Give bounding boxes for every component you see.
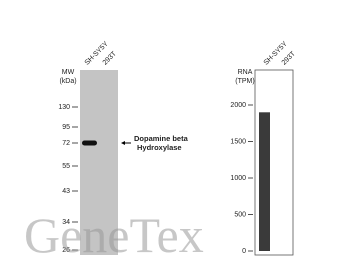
band xyxy=(82,141,97,146)
rna-bar xyxy=(259,112,270,251)
rna-tick-label: 1000 xyxy=(230,175,246,182)
mw-label: MW xyxy=(62,69,75,76)
mw-tick-label: 55 xyxy=(62,163,70,170)
annotation-line-1: Dopamine beta xyxy=(134,134,189,143)
rna-label: RNA xyxy=(238,69,253,76)
rna-tick-label: 0 xyxy=(242,248,246,255)
watermark: GeneTex xyxy=(24,207,204,263)
mw-tick-label: 130 xyxy=(58,104,70,111)
rna-tick-label: 1500 xyxy=(230,138,246,145)
mw-tick-label: 43 xyxy=(62,188,70,195)
mw-tick-label: 95 xyxy=(62,124,70,131)
mw-unit: (kDa) xyxy=(59,78,76,85)
rna-tick-label: 500 xyxy=(234,211,246,218)
rna-tick-label: 2000 xyxy=(230,102,246,109)
annotation-line-2: Hydroxylase xyxy=(137,143,182,152)
figure: MW (kDa) Dopamine beta Hydroxylase RNA (… xyxy=(0,0,362,274)
mw-tick-label: 72 xyxy=(62,140,70,147)
rna-unit: (TPM) xyxy=(235,78,254,85)
